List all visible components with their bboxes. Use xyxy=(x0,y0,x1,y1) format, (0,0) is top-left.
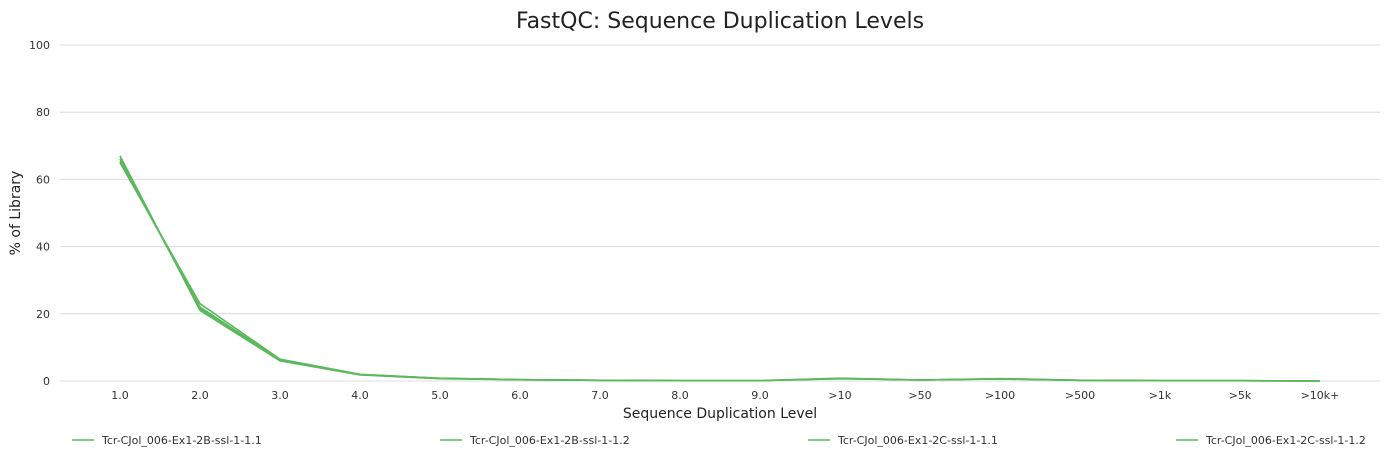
y-tick-label: 80 xyxy=(36,106,50,119)
y-tick-label: 20 xyxy=(36,308,50,321)
chart-title: FastQC: Sequence Duplication Levels xyxy=(516,9,924,34)
y-axis-title: % of Library xyxy=(8,171,24,256)
x-tick-label: 8.0 xyxy=(671,389,689,402)
x-tick-label: 3.0 xyxy=(271,389,289,402)
x-tick-label: 9.0 xyxy=(751,389,769,402)
y-tick-label: 60 xyxy=(36,173,50,186)
y-tick-label: 0 xyxy=(43,375,50,388)
x-tick-label: 2.0 xyxy=(191,389,209,402)
y-tick-label: 100 xyxy=(29,39,50,52)
series-line xyxy=(119,162,1321,382)
x-tick-label: 4.0 xyxy=(351,389,369,402)
series-line xyxy=(119,158,1321,382)
x-tick-label: 7.0 xyxy=(591,389,609,402)
series-line xyxy=(119,160,1321,382)
x-tick-label: >50 xyxy=(908,389,931,402)
gridlines xyxy=(60,44,1380,382)
x-tick-label: 5.0 xyxy=(431,389,449,402)
x-tick-labels: 1.0 2.0 3.0 4.0 5.0 6.0 7.0 8.0 9.0 >10 >50 >100 >50… xyxy=(111,389,1339,402)
x-tick-label: 1.0 xyxy=(111,389,129,402)
x-tick-label: >5k xyxy=(1229,389,1252,402)
y-tick-label: 40 xyxy=(36,241,50,254)
legend-label: Tcr-CJol_006-Ex1-2C-ssl-1-1.2 xyxy=(1205,434,1366,447)
x-tick-label: >10k+ xyxy=(1301,389,1340,402)
legend-label: Tcr-CJol_006-Ex1-2B-ssl-1-1.1 xyxy=(101,434,262,447)
x-tick-label: >1k xyxy=(1149,389,1172,402)
legend-label: Tcr-CJol_006-Ex1-2B-ssl-1-1.2 xyxy=(469,434,630,447)
x-tick-label: 6.0 xyxy=(511,389,529,402)
x-tick-label: >100 xyxy=(985,389,1015,402)
x-tick-label: >10 xyxy=(828,389,851,402)
legend: Tcr-CJol_006-Ex1-2B-ssl-1-1.1 Tcr-CJol_00… xyxy=(72,434,1366,447)
y-tick-labels: 0 20 40 60 80 100 xyxy=(29,39,50,388)
x-tick-label: >500 xyxy=(1065,389,1095,402)
series-lines xyxy=(119,155,1321,382)
x-axis-title: Sequence Duplication Level xyxy=(623,406,817,422)
legend-label: Tcr-CJol_006-Ex1-2C-ssl-1-1.1 xyxy=(837,434,998,447)
series-line xyxy=(119,155,1321,382)
